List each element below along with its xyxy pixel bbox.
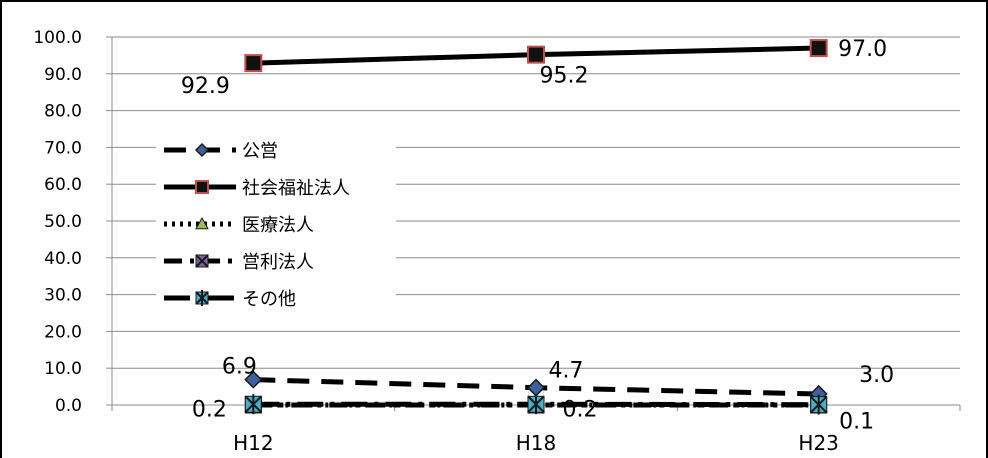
data-labels: 6.9 4.7 3.0 92.9 95.2 97.0 0.2 0.2 0.1 bbox=[181, 37, 894, 435]
y-tick-label: 40.0 bbox=[44, 249, 82, 269]
diamond-marker bbox=[194, 142, 210, 158]
star-marker bbox=[809, 394, 828, 415]
square-marker bbox=[195, 180, 209, 194]
legend-entry: 医療法人 bbox=[156, 208, 396, 240]
square-marker bbox=[527, 45, 545, 64]
series-4 bbox=[244, 394, 828, 415]
data-label: 0.2 bbox=[563, 397, 598, 422]
square-marker bbox=[244, 54, 263, 73]
data-label: 3.0 bbox=[859, 363, 894, 388]
x-tick-label: H23 bbox=[798, 431, 839, 455]
legend-entry: 営利法人 bbox=[156, 245, 396, 277]
y-tick-label: 60.0 bbox=[44, 175, 82, 195]
square-marker bbox=[809, 39, 828, 58]
star-marker bbox=[195, 290, 209, 306]
legend-label: 公営 bbox=[242, 141, 278, 162]
y-tick-label: 30.0 bbox=[44, 286, 82, 306]
legend-entry: 社会福祉法人 bbox=[156, 171, 396, 203]
series bbox=[244, 39, 828, 415]
y-tick-label: 70.0 bbox=[44, 138, 82, 158]
legend-label: 営利法人 bbox=[242, 252, 314, 273]
data-label: 95.2 bbox=[540, 64, 589, 89]
y-tick-label: 0.0 bbox=[55, 396, 82, 416]
legend-entry: その他 bbox=[156, 282, 396, 314]
y-tick-label: 100.0 bbox=[33, 28, 82, 48]
star-marker bbox=[527, 394, 545, 415]
data-label: 6.9 bbox=[222, 355, 257, 380]
x-marker bbox=[195, 254, 209, 268]
diamond-marker bbox=[244, 370, 263, 389]
x-axis-ticks: H12 H18 H23 bbox=[233, 431, 839, 455]
y-tick-label: 20.0 bbox=[44, 322, 82, 342]
data-label: 92.9 bbox=[181, 74, 230, 99]
legend-entry: 公営 bbox=[156, 134, 396, 166]
data-label: 97.0 bbox=[838, 37, 887, 62]
y-tick-label: 90.0 bbox=[44, 65, 82, 85]
y-tick-label: 10.0 bbox=[44, 359, 82, 379]
y-tick-label: 80.0 bbox=[44, 102, 82, 122]
star-marker bbox=[244, 394, 263, 415]
series-1 bbox=[244, 39, 828, 73]
data-label: 0.1 bbox=[839, 410, 874, 435]
y-tick-label: 50.0 bbox=[44, 212, 82, 232]
triangle-marker bbox=[195, 216, 209, 230]
x-tick-label: H12 bbox=[233, 431, 274, 455]
legend-label: その他 bbox=[242, 289, 296, 310]
data-label: 4.7 bbox=[549, 359, 584, 384]
y-axis-ticks: 0.0 10.0 20.0 30.0 40.0 50.0 60.0 70.0 80.0 90.0 1… bbox=[33, 28, 82, 416]
legend-label: 社会福祉法人 bbox=[242, 178, 350, 199]
x-tick-label: H18 bbox=[516, 431, 557, 455]
legend-label: 医療法人 bbox=[242, 215, 314, 236]
data-label: 0.2 bbox=[192, 397, 227, 422]
